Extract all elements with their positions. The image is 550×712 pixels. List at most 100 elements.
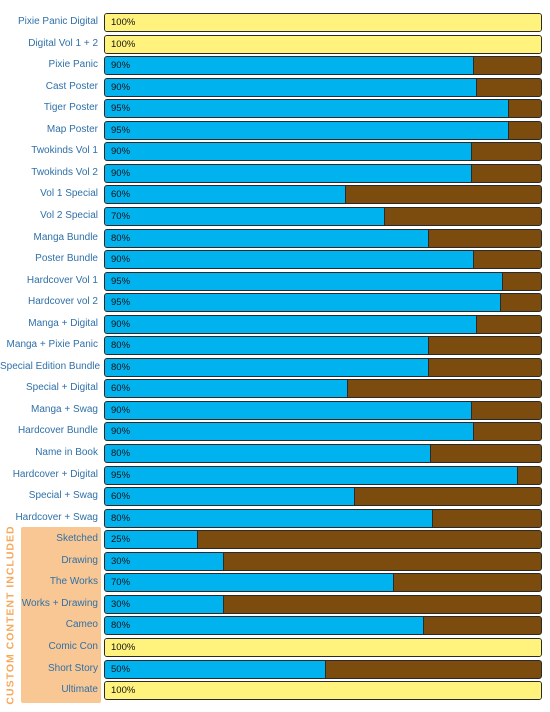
category-label: Vol 1 Special: [40, 188, 98, 200]
bar-fill: [105, 552, 224, 570]
category-label: Digital Vol 1 + 2: [28, 37, 98, 49]
bar-fill: [105, 229, 429, 247]
bar-fill: [105, 466, 519, 484]
category-label: Short Story: [47, 662, 98, 674]
category-label: Special + Digital: [26, 382, 98, 394]
value-label: 95%: [111, 275, 131, 287]
value-label: 30%: [111, 598, 131, 610]
bar-fill: [105, 358, 429, 376]
value-label: 30%: [111, 555, 131, 567]
bar-fill: [105, 143, 473, 161]
value-label: 60%: [111, 383, 131, 395]
value-label: 80%: [111, 512, 131, 524]
bar-fill: [105, 445, 431, 462]
bar-fill: [105, 638, 541, 656]
bar-fill: [105, 57, 475, 75]
bar-fill: [105, 294, 501, 312]
bar-track: 80%: [104, 357, 542, 377]
value-label: 60%: [111, 491, 131, 503]
value-label: 80%: [111, 620, 131, 632]
bar-track: 100%: [104, 13, 542, 32]
bar-fill: [105, 617, 425, 635]
bar-fill: [105, 509, 433, 527]
bar-track: 50%: [104, 659, 542, 679]
value-label: 70%: [111, 210, 131, 222]
value-label: 95%: [111, 469, 131, 481]
category-label: Sketched: [56, 533, 98, 545]
bar-track: 95%: [104, 293, 542, 313]
custom-content-panel: [21, 527, 101, 704]
value-label: 90%: [111, 81, 131, 93]
category-label: Special Edition Bundle: [0, 360, 101, 372]
bar-fill: [105, 186, 346, 204]
bar-fill: [105, 251, 475, 269]
bar-fill: [105, 660, 327, 678]
bar-track: 80%: [104, 336, 542, 356]
bar-track: 90%: [104, 314, 542, 334]
bar-fill: [105, 401, 473, 419]
category-label: Ultimate: [61, 684, 98, 696]
value-label: 80%: [111, 232, 131, 244]
bar-track: 95%: [104, 99, 542, 119]
bar-fill: [105, 380, 348, 398]
value-label: 95%: [111, 103, 131, 115]
bar-track: 100%: [104, 681, 542, 701]
category-label: Hardcover vol 2: [27, 296, 98, 308]
category-label: Hardcover Bundle: [17, 425, 98, 437]
value-label: 90%: [111, 318, 131, 330]
value-label: 95%: [111, 124, 131, 136]
value-label: 80%: [111, 361, 131, 373]
category-label: Map Poster: [46, 123, 98, 135]
bar-track: 60%: [104, 487, 542, 507]
category-label: Manga + Swag: [31, 403, 98, 415]
bar-track: 95%: [104, 271, 542, 291]
category-label: Special + Swag: [28, 490, 98, 502]
category-label: Twokinds Vol 2: [31, 166, 98, 178]
value-label: 70%: [111, 577, 131, 589]
value-label: 100%: [111, 17, 136, 28]
value-label: 100%: [111, 641, 136, 653]
value-label: 90%: [111, 254, 131, 266]
category-label: Pixie Panic: [48, 59, 98, 71]
bar-track: 80%: [104, 616, 542, 636]
category-label: The Works: [49, 576, 98, 588]
value-label: 25%: [111, 534, 131, 546]
bar-track: 95%: [104, 465, 542, 485]
bar-track: 70%: [104, 206, 542, 226]
bar-track: 30%: [104, 594, 542, 614]
bar-fill: [105, 595, 224, 613]
value-label: 95%: [111, 297, 131, 309]
bar-fill: [105, 315, 477, 333]
bar-track: 90%: [104, 422, 542, 442]
value-label: 90%: [111, 60, 131, 72]
bar-fill: [105, 531, 198, 549]
bar-fill: [105, 682, 541, 700]
category-label: Poster Bundle: [35, 253, 98, 265]
bar-fill: [105, 423, 475, 441]
bar-track: 70%: [104, 573, 542, 593]
category-label: Hardcover Vol 1: [26, 274, 98, 286]
bar-fill: [105, 35, 541, 53]
category-label: Comic Con: [48, 640, 98, 652]
bar-track: 60%: [104, 379, 542, 399]
bar-fill: [105, 337, 429, 355]
bar-fill: [105, 272, 503, 290]
value-label: 60%: [111, 189, 131, 201]
category-label: Drawing: [61, 554, 98, 566]
category-label: Vol 2 Special: [40, 209, 98, 221]
category-label: Pixie Panic Digital: [17, 16, 98, 27]
value-label: 90%: [111, 426, 131, 438]
value-label: 90%: [111, 146, 131, 158]
category-label: Name in Book: [35, 447, 98, 458]
bar-track: 30%: [104, 551, 542, 571]
bar-track: 90%: [104, 163, 542, 183]
bar-fill: [105, 14, 541, 31]
bar-track: 90%: [104, 250, 542, 270]
bar-track: 90%: [104, 77, 542, 97]
bar-track: 100%: [104, 34, 542, 54]
bar-track: 90%: [104, 56, 542, 76]
category-label: Hardcover + Digital: [12, 468, 98, 480]
value-label: 80%: [111, 448, 131, 459]
value-label: 100%: [111, 685, 136, 697]
bar-track: 95%: [104, 120, 542, 140]
